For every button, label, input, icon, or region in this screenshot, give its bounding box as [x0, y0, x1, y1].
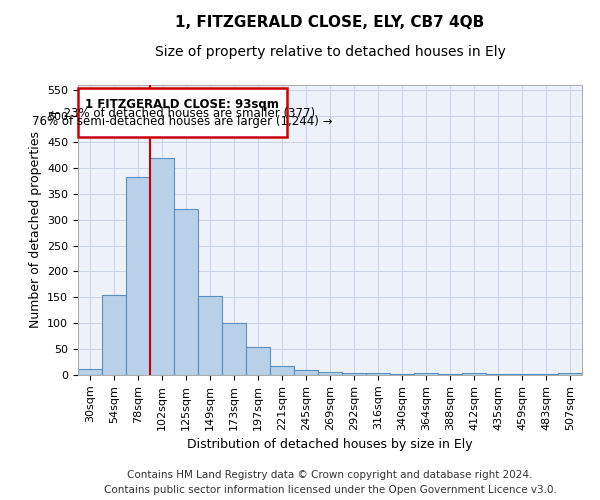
Bar: [510, 374, 534, 375]
Bar: [198, 296, 222, 375]
Bar: [366, 374, 390, 375]
Bar: [534, 374, 558, 375]
X-axis label: Distribution of detached houses by size in Ely: Distribution of detached houses by size …: [187, 438, 473, 451]
Bar: [78, 369, 102, 375]
Bar: [270, 366, 294, 375]
FancyBboxPatch shape: [78, 88, 287, 137]
Bar: [222, 323, 246, 375]
Bar: [174, 210, 198, 375]
Bar: [438, 374, 462, 375]
Text: Contains public sector information licensed under the Open Government Licence v3: Contains public sector information licen…: [104, 485, 556, 495]
Bar: [318, 372, 342, 375]
Bar: [102, 294, 126, 375]
Text: ← 23% of detached houses are smaller (377): ← 23% of detached houses are smaller (37…: [50, 107, 315, 120]
Bar: [486, 374, 510, 375]
Text: Size of property relative to detached houses in Ely: Size of property relative to detached ho…: [155, 45, 505, 59]
Text: 1, FITZGERALD CLOSE, ELY, CB7 4QB: 1, FITZGERALD CLOSE, ELY, CB7 4QB: [175, 15, 485, 30]
Text: Contains HM Land Registry data © Crown copyright and database right 2024.: Contains HM Land Registry data © Crown c…: [127, 470, 533, 480]
Bar: [390, 374, 414, 375]
Bar: [294, 370, 318, 375]
Text: 1 FITZGERALD CLOSE: 93sqm: 1 FITZGERALD CLOSE: 93sqm: [85, 98, 280, 111]
Bar: [246, 346, 270, 375]
Bar: [126, 176, 150, 375]
Bar: [558, 374, 582, 375]
Bar: [414, 374, 438, 375]
Y-axis label: Number of detached properties: Number of detached properties: [29, 132, 41, 328]
Bar: [150, 158, 174, 375]
Bar: [342, 374, 366, 375]
Text: 76% of semi-detached houses are larger (1,244) →: 76% of semi-detached houses are larger (…: [32, 115, 332, 128]
Bar: [462, 374, 486, 375]
